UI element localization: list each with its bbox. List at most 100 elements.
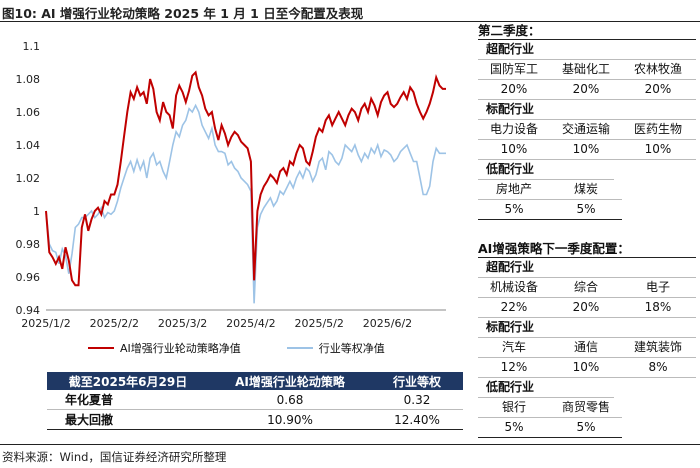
industry-name: 基础化工 [561, 62, 610, 76]
table-header-strategy: AI增强行业轮动策略 [209, 372, 371, 390]
overweight-weights: 20% 20% 20% [478, 80, 696, 100]
industry-weight: 22% [500, 300, 528, 314]
industry-name: 综合 [573, 280, 598, 294]
x-tick-label: 2025/3/2 [158, 317, 207, 330]
table-header-row: 截至2025年6月29日 AI增强行业轮动策略 行业等权 [47, 372, 463, 390]
q2-allocation-panel: 第二季度： 超配行业 国防军工 基础化工 农林牧渔 20% 20% 20% 标配… [478, 22, 696, 220]
standard-names: 电力设备 交通运输 医药生物 [478, 120, 696, 140]
panel-title: AI增强策略下一季度配置： [478, 241, 630, 256]
figure-caption: 图10: AI 增强行业轮动策略 2025 年 1 月 1 日至今配置及表现 [2, 6, 364, 21]
legend-swatch-benchmark [286, 347, 313, 349]
chart-legend: AI增强行业轮动策略净值 行业等权净值 [88, 340, 385, 356]
x-tick-label: 2025/6/2 [363, 317, 412, 330]
industry-name: 汽车 [501, 340, 526, 354]
x-tick-label: 2025/4/2 [226, 317, 275, 330]
industry-name: 机械设备 [489, 280, 538, 294]
y-tick-label: 1.1 [23, 40, 41, 53]
table-header-date: 截至2025年6月29日 [47, 372, 209, 390]
x-tick-label: 2025/2/2 [90, 317, 139, 330]
cell-strategy: 0.68 [209, 390, 371, 410]
standard-names: 汽车 通信 建筑装饰 [478, 338, 696, 358]
standard-weights: 10% 10% 10% [478, 140, 696, 160]
underweight-weights: 5% 5% [478, 418, 622, 438]
industry-weight: 5% [576, 202, 596, 216]
row-label: 最大回撤 [47, 409, 209, 430]
industry-weight: 18% [644, 300, 672, 314]
row-label: 年化夏普 [47, 390, 209, 410]
industry-name: 房地产 [495, 182, 532, 196]
legend-label-benchmark: 行业等权净值 [318, 342, 385, 355]
panel-body: 超配行业 机械设备 综合 电子 22% 20% 18% 标配行业 汽车 通信 建… [478, 257, 696, 438]
industry-weight: 10% [500, 142, 528, 156]
industry-name: 煤炭 [573, 182, 598, 196]
underweight-heading: 低配行业 [478, 160, 614, 180]
table-row: 年化夏普 0.68 0.32 [47, 390, 463, 410]
overweight-heading: 超配行业 [478, 40, 696, 60]
x-tick-label: 2025/5/2 [294, 317, 343, 330]
industry-weight: 5% [576, 420, 596, 434]
industry-weight: 8% [648, 360, 668, 374]
legend-item-benchmark: 行业等权净值 [286, 340, 385, 356]
overweight-names: 机械设备 综合 电子 [478, 278, 696, 298]
industry-name: 商贸零售 [561, 400, 610, 414]
industry-weight: 10% [572, 360, 600, 374]
y-tick-label: 1.02 [16, 172, 41, 185]
next-quarter-allocation-panel: AI增强策略下一季度配置： 超配行业 机械设备 综合 电子 22% 20% 18… [478, 240, 696, 438]
overweight-names: 国防军工 基础化工 农林牧渔 [478, 60, 696, 80]
series-line-strategy [45, 70, 446, 287]
industry-name: 交通运输 [561, 122, 610, 136]
overweight-weights: 22% 20% 18% [478, 298, 696, 318]
standard-weights: 12% 10% 8% [478, 358, 696, 378]
standard-heading: 标配行业 [478, 100, 696, 120]
y-tick-label: 0.96 [16, 271, 41, 284]
industry-name: 国防军工 [489, 62, 538, 76]
nav-line-chart: 0.94 0.96 0.98 1 1.02 1.04 1.06 1.08 1.1 2025/1/… [16, 40, 446, 330]
y-tick-label: 1.06 [16, 106, 41, 119]
industry-weight: 20% [572, 82, 600, 96]
underweight-heading: 低配行业 [478, 378, 614, 398]
y-tick-label: 0.94 [16, 304, 41, 317]
underweight-names: 房地产 煤炭 [478, 180, 622, 200]
top-rule [0, 21, 700, 22]
industry-weight: 5% [504, 202, 524, 216]
legend-item-strategy: AI增强行业轮动策略净值 [88, 340, 241, 356]
industry-weight: 5% [504, 420, 524, 434]
table-row: 最大回撤 10.90% 12.40% [47, 409, 463, 430]
series-line-benchmark [45, 103, 446, 304]
industry-name: 建筑装饰 [633, 340, 682, 354]
underweight-names: 银行 商贸零售 [478, 398, 622, 418]
panel-body: 超配行业 国防军工 基础化工 农林牧渔 20% 20% 20% 标配行业 电力设… [478, 39, 696, 220]
performance-table: 截至2025年6月29日 AI增强行业轮动策略 行业等权 年化夏普 0.68 0… [47, 372, 463, 430]
y-tick-label: 0.98 [16, 238, 41, 251]
y-axis: 0.94 0.96 0.98 1 1.02 1.04 1.06 1.08 1.1 [16, 40, 41, 317]
underweight-weights: 5% 5% [478, 200, 622, 220]
y-tick-label: 1 [33, 205, 40, 218]
y-tick-label: 1.04 [16, 139, 41, 152]
bottom-rule [0, 444, 700, 445]
cell-benchmark: 0.32 [371, 390, 463, 410]
industry-name: 通信 [573, 340, 598, 354]
industry-name: 电子 [645, 280, 670, 294]
standard-heading: 标配行业 [478, 318, 696, 338]
industry-weight: 20% [644, 82, 672, 96]
cell-strategy: 10.90% [209, 409, 371, 430]
legend-swatch-strategy [88, 347, 114, 349]
industry-weight: 10% [572, 142, 600, 156]
industry-name: 银行 [501, 400, 526, 414]
industry-name: 医药生物 [633, 122, 682, 136]
legend-label-strategy: AI增强行业轮动策略净值 [120, 342, 241, 355]
y-tick-label: 1.08 [16, 73, 41, 86]
industry-weight: 20% [500, 82, 528, 96]
overweight-heading: 超配行业 [478, 258, 696, 278]
x-tick-label: 2025/1/2 [21, 317, 70, 330]
industry-weight: 20% [572, 300, 600, 314]
cell-benchmark: 12.40% [371, 409, 463, 430]
x-axis: 2025/1/2 2025/2/2 2025/3/2 2025/4/2 2025/5/2… [21, 309, 446, 330]
panel-title: 第二季度： [478, 23, 541, 38]
industry-name: 农林牧渔 [633, 62, 682, 76]
source-note: 资料来源：Wind，国信证券经济研究所整理 [2, 450, 227, 464]
industry-weight: 10% [644, 142, 672, 156]
industry-name: 电力设备 [489, 122, 538, 136]
table-header-benchmark: 行业等权 [371, 372, 463, 390]
industry-weight: 12% [500, 360, 528, 374]
